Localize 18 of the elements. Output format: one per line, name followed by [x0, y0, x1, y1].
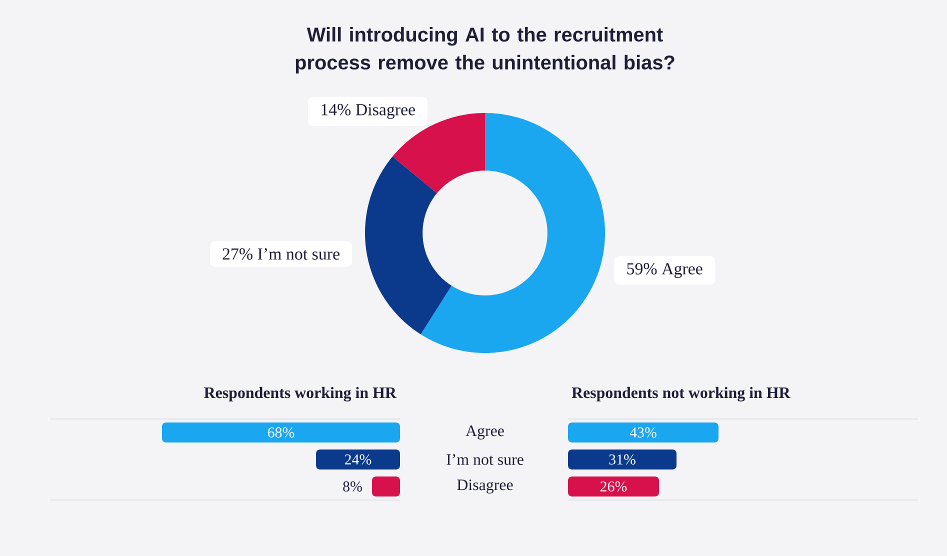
- y-tick-label: Disagree: [457, 480, 513, 494]
- data-label: 24%: [344, 454, 372, 465]
- slice-label: Disagree: [356, 104, 415, 119]
- data-label: 8%: [343, 481, 362, 492]
- chart-title: Respondents not working in HR: [572, 386, 790, 402]
- chart-title: Respondents working in HR: [204, 386, 397, 402]
- data-label: 14%: [322, 104, 351, 116]
- y-tick-label: Agree: [466, 426, 504, 440]
- slice-label: Agree: [662, 263, 702, 278]
- data-label: 31%: [609, 454, 636, 465]
- data-label: 43%: [630, 427, 656, 438]
- slice-label: I’m not sure: [258, 248, 340, 260]
- y-tick-label: I’m not sure: [446, 454, 524, 465]
- chart-title: Will introducing AI to the recruitment process remove the unintentional bias?: [296, 27, 674, 74]
- data-label: 26%: [600, 481, 627, 492]
- data-label: 68%: [268, 427, 294, 438]
- data-label: 59%: [627, 263, 657, 275]
- data-label: 27%: [222, 248, 252, 260]
